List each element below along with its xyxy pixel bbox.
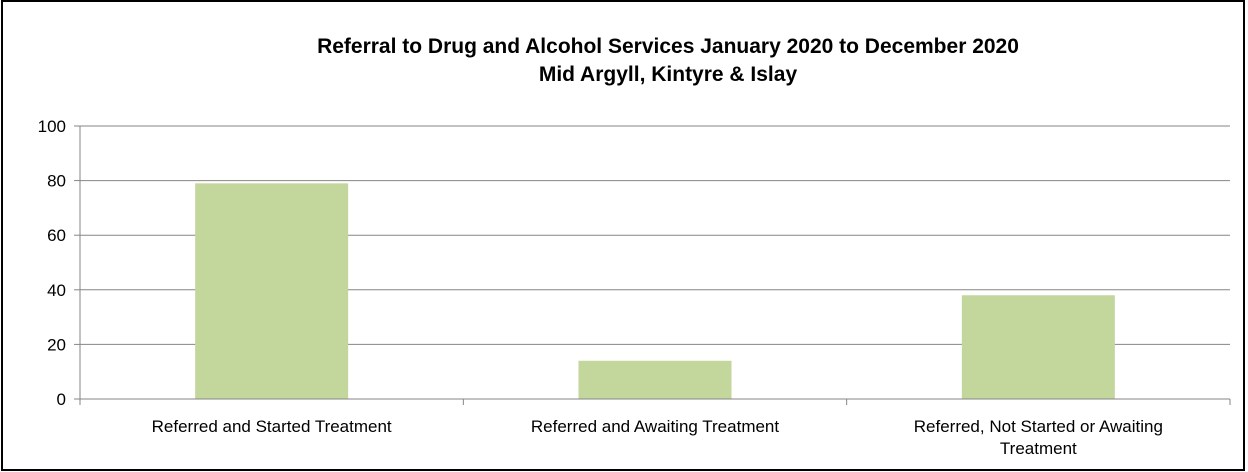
- x-category-labels: Referred and Started Treatment Referred a…: [152, 417, 1163, 458]
- bars: [195, 183, 1115, 399]
- x-category-label: Referred and Awaiting Treatment: [531, 417, 779, 436]
- axes: [74, 125, 1231, 405]
- chart-title-line-1: Referral to Drug and Alcohol Services Ja…: [317, 35, 1019, 58]
- bar: [578, 360, 732, 399]
- y-tick-label: 40: [47, 281, 66, 300]
- y-tick-label: 60: [47, 226, 66, 245]
- bar: [195, 183, 349, 399]
- x-category-label: Referred, Not Started or Awaiting Treatme…: [914, 417, 1163, 458]
- y-tick-label: 80: [47, 172, 66, 191]
- bar: [961, 295, 1115, 399]
- y-tick-label: 100: [38, 117, 66, 136]
- y-tick-label: 0: [57, 390, 66, 409]
- chart-title-line-2: Mid Argyll, Kintyre & Islay: [539, 63, 798, 86]
- x-category-label: Referred and Started Treatment: [152, 417, 392, 436]
- y-tick-labels: 0 20 40 60 80 100: [38, 117, 66, 409]
- y-tick-label: 20: [47, 335, 66, 354]
